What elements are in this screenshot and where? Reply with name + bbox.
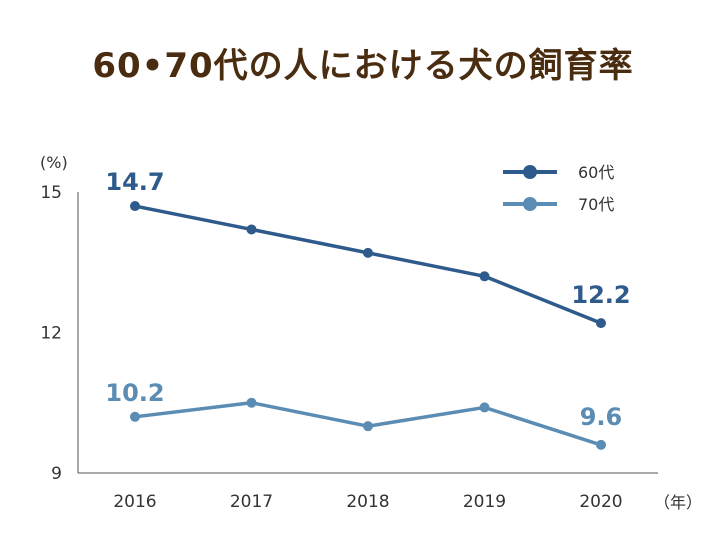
- y-tick-label: 15: [40, 183, 62, 203]
- data-point: [479, 271, 490, 282]
- x-tick-label: 2020: [579, 492, 622, 512]
- legend-label: 60代: [578, 163, 614, 182]
- axes: [77, 192, 658, 474]
- data-point: [246, 397, 257, 408]
- data-point: [596, 439, 606, 450]
- x-ticks: 2016 2017 2018 2019 2020: [113, 492, 622, 512]
- series-layer: 14.7 12.2 10.2 9.6: [105, 168, 631, 450]
- data-point: [130, 411, 140, 422]
- legend-label: 70代: [578, 195, 614, 214]
- data-label-end: 9.6: [580, 403, 623, 431]
- data-point: [246, 224, 257, 235]
- y-unit-label: (%): [40, 153, 68, 172]
- legend-item: 70代: [503, 195, 614, 214]
- x-tick-label: 2017: [230, 492, 273, 512]
- data-point: [363, 247, 373, 258]
- chart-title: 60•70代の人における犬の飼育率: [92, 46, 634, 86]
- series-1: 14.7 12.2: [105, 168, 631, 329]
- x-unit-label: （年）: [654, 493, 702, 512]
- data-point: [596, 318, 606, 329]
- data-point: [363, 421, 373, 432]
- legend: 60代 70代: [503, 163, 614, 214]
- legend-swatch-marker: [523, 165, 537, 179]
- x-tick-label: 2018: [346, 492, 389, 512]
- x-tick-label: 2019: [463, 492, 506, 512]
- x-tick-label: 2016: [113, 492, 156, 512]
- data-label-end: 12.2: [571, 281, 630, 309]
- data-label-start: 14.7: [105, 168, 164, 196]
- data-point: [130, 201, 140, 212]
- series-line: [134, 204, 602, 325]
- data-point: [479, 402, 490, 413]
- y-tick-label: 12: [40, 324, 62, 344]
- y-tick-label: 9: [51, 464, 62, 484]
- legend-swatch-marker: [523, 197, 537, 211]
- y-ticks: 9 12 15: [40, 183, 62, 484]
- legend-item: 60代: [503, 163, 614, 182]
- data-label-start: 10.2: [105, 379, 164, 407]
- series-2: 10.2 9.6: [105, 379, 622, 450]
